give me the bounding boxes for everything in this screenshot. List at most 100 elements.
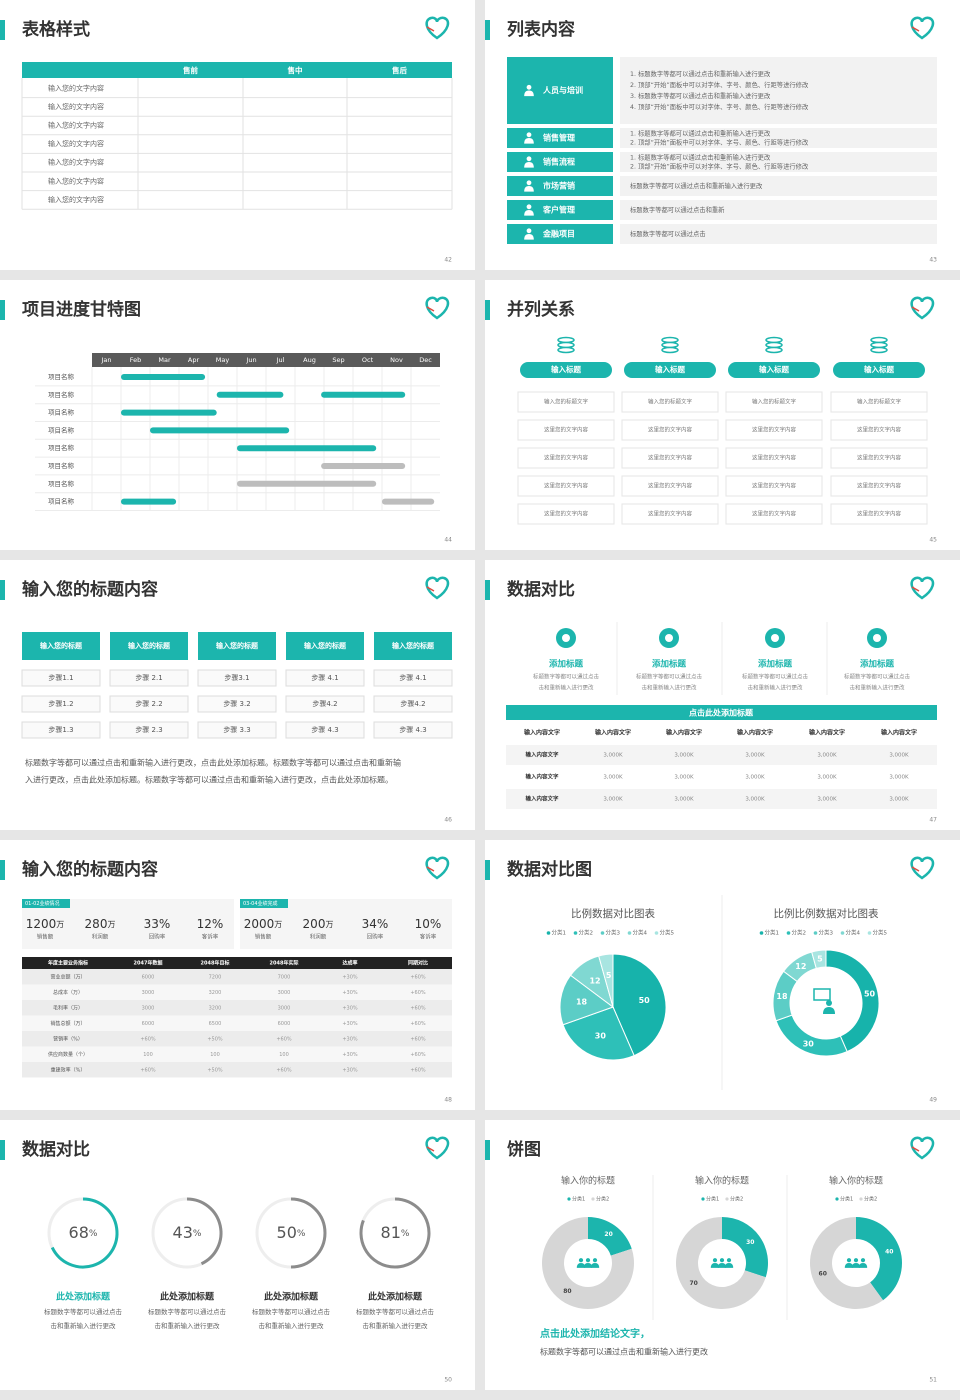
cell-box: [517, 391, 615, 413]
cell-text: 这里您的文字内容: [544, 482, 589, 490]
page-number: 50: [444, 1377, 452, 1384]
slide-title: 项目进度甘特图: [22, 299, 141, 320]
row-band: [506, 745, 937, 765]
logo: [426, 306, 435, 312]
kpi-unit: 万: [56, 920, 64, 929]
legend-dot: [835, 1197, 839, 1201]
task-name: 项目名称: [48, 497, 75, 506]
slice-label: 60: [819, 1270, 827, 1277]
sheet-cell: +30%: [342, 1021, 358, 1027]
note: 标题数字等都可以通过点击和重新输入进行更改: [540, 1347, 708, 1357]
banner-text: 点击此处添加标题: [689, 708, 754, 718]
logo: [911, 306, 920, 312]
ring-number: 68: [69, 1223, 89, 1242]
kpi-tag-box: [240, 899, 288, 908]
list-text: 2. 顶部“开始”面板中可以对字体、字号、颜色、行距等进行修改: [630, 80, 809, 89]
gantt-bar: [382, 498, 435, 505]
logo: [426, 866, 435, 872]
column-heading: 输入标题: [655, 364, 685, 374]
kpi-value: 2000万: [244, 917, 283, 931]
step-box: [109, 695, 189, 713]
icon: [870, 346, 888, 354]
list-text-box: [620, 128, 937, 148]
cell-text: 这里您的文字内容: [752, 510, 797, 518]
step-box: [285, 695, 365, 713]
logo: [911, 26, 920, 32]
sheet-cell: +60%: [410, 1067, 426, 1073]
month-label: Jan: [100, 356, 111, 364]
step-heading: 输入您的标题: [304, 641, 347, 650]
cell-text: 输入您的标题文字: [857, 398, 902, 406]
kpi-value: 12%: [197, 917, 224, 931]
list-label: 人员与培训: [543, 85, 583, 95]
donut-slice: [810, 1217, 884, 1309]
step-box: [109, 721, 189, 739]
gantt-bar: [321, 391, 406, 398]
gantt-bar: [321, 463, 406, 469]
banner: [506, 705, 937, 720]
list-text: 1. 标题数字等都可以通过点击和重新输入进行更改: [630, 153, 771, 162]
kpi-label: 客诉率: [202, 933, 219, 941]
step-heading: 输入您的标题: [216, 641, 259, 650]
task-name: 项目名称: [48, 425, 75, 434]
sheet-cell: 100: [143, 1052, 153, 1058]
step-text: 步骤1.2: [48, 699, 73, 708]
kpi-number: 2000: [244, 917, 275, 931]
icon: [710, 1263, 720, 1268]
slide-background: [0, 560, 475, 830]
grid-header: 输入内容文字: [881, 729, 917, 737]
icon: [578, 1258, 584, 1263]
slice-label: 50: [639, 996, 651, 1005]
step-box: [21, 721, 101, 739]
row-band: [506, 789, 937, 809]
sheet-header-cell: 2048年实际: [270, 960, 299, 967]
step-text: 步骤 3.2: [223, 699, 250, 708]
cell-box: [830, 419, 928, 441]
slice-label: 30: [746, 1239, 754, 1246]
gantt-bar: [121, 498, 177, 505]
list-text: 3. 标题数字等都可以通过点击和重新输入进行更改: [630, 91, 771, 100]
legend-label: 分类2: [864, 1196, 877, 1203]
legend-label: 分类1: [840, 1196, 853, 1203]
icon: [813, 988, 831, 1001]
legend-label: 分类4: [633, 929, 648, 937]
kpi-tag-box: [22, 899, 70, 908]
icon: [765, 346, 783, 354]
icon: [846, 1258, 852, 1263]
ring-heading: 此处添加标题: [56, 1291, 111, 1303]
icon: [526, 228, 532, 234]
step-box: [197, 695, 277, 713]
month-label: Nov: [390, 356, 403, 364]
logo: [426, 26, 435, 32]
donut-slice: [542, 1217, 634, 1309]
month-label: Aug: [303, 356, 316, 364]
icon: [844, 1263, 854, 1268]
icon: [524, 186, 534, 192]
grid-cell: 输入内容文字: [525, 773, 559, 781]
sheet-cell: +50%: [207, 1036, 223, 1042]
cell-box: [830, 503, 928, 525]
sheet-cell: 7000: [278, 974, 291, 980]
kpi-value: 200万: [303, 917, 334, 931]
slice-label: 30: [803, 1039, 815, 1048]
step-header: [198, 632, 276, 660]
cell-box: [517, 419, 615, 441]
gantt-header: [92, 353, 440, 367]
logo: [911, 866, 920, 872]
slide-title: 数据对比: [507, 579, 575, 600]
sheet-header-cell: 2048年目标: [201, 960, 230, 967]
slide-title: 列表内容: [507, 19, 575, 40]
legend-label: 分类5: [660, 929, 675, 937]
slide-title: 表格样式: [22, 19, 90, 40]
page-number: 48: [444, 1097, 452, 1104]
sheet-cell: 100: [210, 1052, 220, 1058]
grid-header: 输入内容文字: [666, 729, 702, 737]
feature-text: 击和重新输入进行更改: [849, 684, 905, 692]
cell-text: 这里您的文字内容: [648, 482, 693, 490]
list-text: 标题数字等都可以通过点击和重新输入进行更改: [630, 181, 763, 190]
ring-value: 81%: [381, 1223, 410, 1242]
cell-text: 这里您的文字内容: [544, 426, 589, 434]
cell-box: [725, 447, 823, 469]
gantt-bar: [237, 445, 377, 452]
